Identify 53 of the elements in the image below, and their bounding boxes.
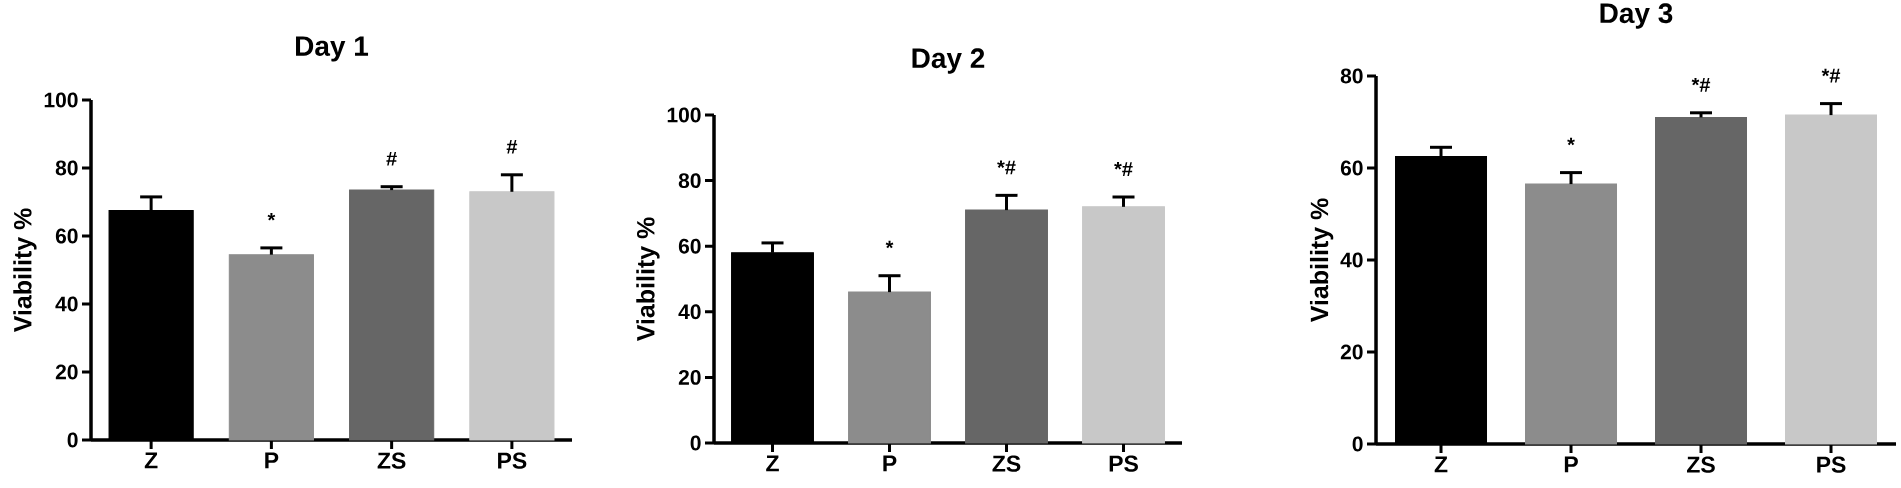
x-tick-label: ZS bbox=[1687, 456, 1715, 473]
y-tick-label: 60 bbox=[55, 228, 78, 244]
chart-title: Day 1 bbox=[296, 36, 369, 62]
annotation: *# bbox=[1114, 162, 1133, 176]
x-tick-label: Z bbox=[144, 452, 158, 469]
y-axis-title: Viability % bbox=[636, 217, 660, 342]
annotation: *# bbox=[997, 160, 1016, 175]
annotation: * bbox=[885, 240, 894, 249]
chart-title: Day 3 bbox=[1600, 3, 1673, 29]
y-tick-label: 100 bbox=[44, 92, 78, 108]
y-tick-label: 80 bbox=[1340, 68, 1363, 84]
annotation: * bbox=[1567, 137, 1575, 146]
bar bbox=[965, 209, 1048, 444]
annotation: # bbox=[506, 140, 518, 154]
bar bbox=[349, 189, 435, 441]
y-tick-label: 0 bbox=[67, 432, 78, 448]
y-tick-label: 20 bbox=[678, 369, 701, 385]
x-tick-label: Z bbox=[1434, 456, 1448, 473]
y-tick-label: 80 bbox=[678, 173, 701, 189]
bar bbox=[469, 191, 555, 441]
y-axis-title: Viability % bbox=[1309, 198, 1334, 323]
x-tick-label: PS bbox=[1109, 455, 1138, 472]
annotation: *# bbox=[1821, 68, 1841, 83]
y-tick-label: 100 bbox=[667, 107, 701, 123]
x-tick-label: PS bbox=[498, 452, 527, 469]
bar bbox=[1525, 183, 1618, 445]
y-tick-label: 20 bbox=[1340, 344, 1363, 360]
y-tick-label: 0 bbox=[690, 435, 701, 451]
bar bbox=[1082, 206, 1165, 444]
y-tick-label: 80 bbox=[55, 160, 78, 176]
bar bbox=[228, 254, 314, 441]
x-tick-label: P bbox=[883, 455, 897, 472]
x-tick-label: P bbox=[1564, 456, 1578, 473]
y-tick-label: 20 bbox=[55, 364, 78, 380]
x-tick-label: PS bbox=[1817, 456, 1846, 473]
annotation: * bbox=[267, 213, 276, 221]
y-tick-label: 40 bbox=[678, 304, 701, 320]
bar bbox=[848, 291, 931, 444]
x-tick-label: P bbox=[265, 452, 279, 469]
bar bbox=[1655, 116, 1748, 445]
y-tick-label: 40 bbox=[1340, 252, 1363, 268]
y-axis-title: Viability % bbox=[13, 208, 37, 333]
y-tick-label: 0 bbox=[1352, 436, 1363, 452]
y-tick-label: 60 bbox=[1340, 160, 1363, 176]
annotation: # bbox=[386, 151, 397, 166]
x-tick-label: Z bbox=[766, 455, 779, 472]
x-tick-label: ZS bbox=[377, 452, 406, 469]
bar bbox=[1785, 114, 1878, 445]
annotation: *# bbox=[1691, 77, 1711, 92]
y-tick-label: 40 bbox=[55, 296, 78, 312]
chart-title: Day 2 bbox=[912, 48, 985, 74]
y-tick-label: 60 bbox=[678, 238, 701, 254]
x-tick-label: ZS bbox=[992, 455, 1021, 472]
